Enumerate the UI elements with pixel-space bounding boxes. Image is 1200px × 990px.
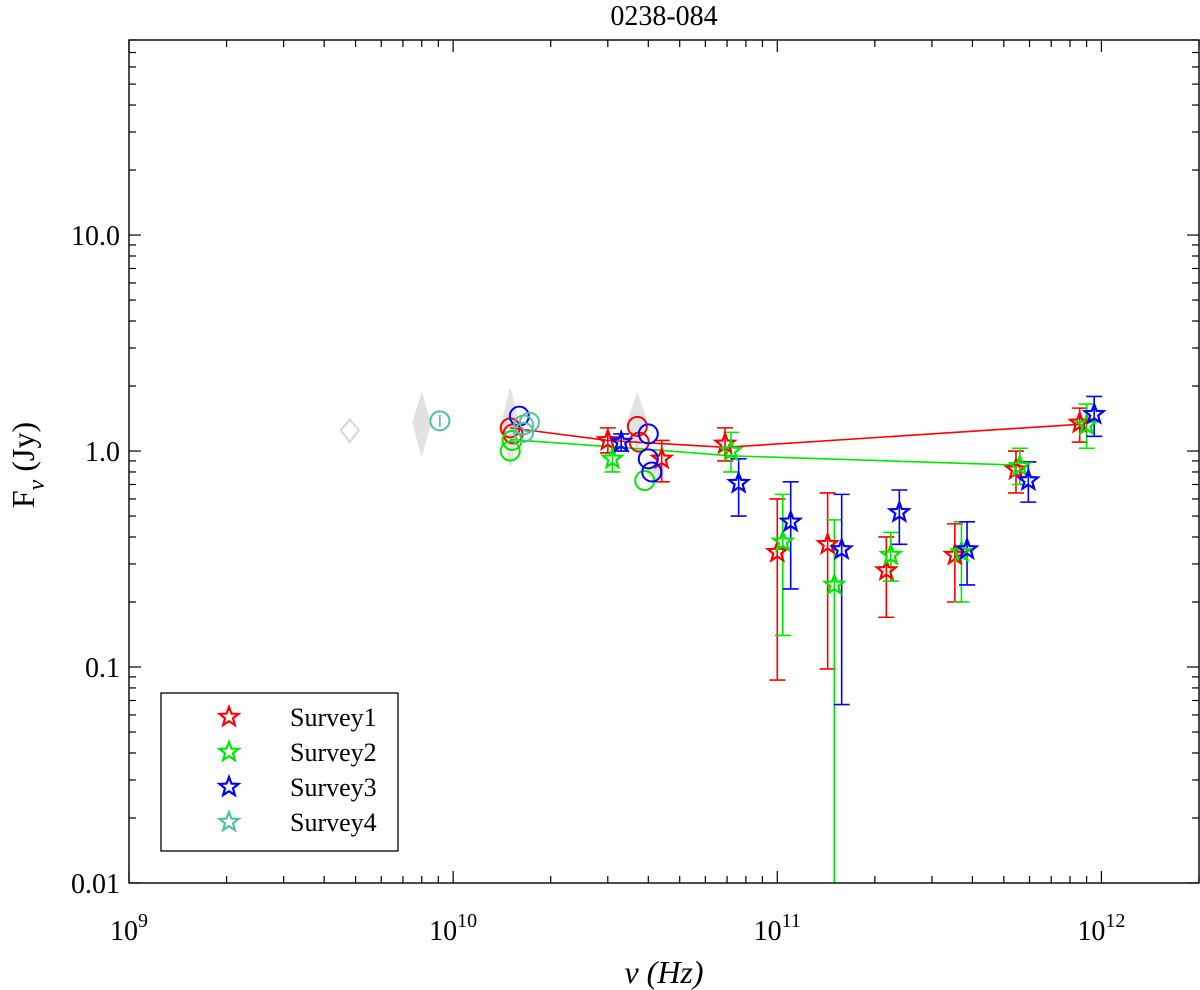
x-axis-label: ν (Hz) xyxy=(624,954,703,990)
star-marker-survey2 xyxy=(821,571,847,596)
x-tick-exponent: 10 xyxy=(457,910,477,932)
circle-marker-survey3 xyxy=(641,461,663,483)
star-marker-survey3 xyxy=(778,508,804,533)
x-tick-exponent: 11 xyxy=(782,910,801,932)
circle-marker-survey3 xyxy=(637,448,659,470)
star-marker-survey1 xyxy=(873,557,899,582)
y-axis-label: Fν (Jy) xyxy=(5,422,50,508)
star-marker-survey2 xyxy=(599,445,625,470)
y-tick-label: 0.01 xyxy=(71,869,120,900)
legend-label: Survey4 xyxy=(290,808,377,837)
circle-marker-survey2 xyxy=(499,440,521,462)
legend-label: Survey1 xyxy=(290,703,377,732)
x-tick-base: 10 xyxy=(1077,916,1105,947)
x-tick-base: 10 xyxy=(754,916,782,947)
legend-star-survey1 xyxy=(216,703,242,728)
x-tick-label: 1010 xyxy=(429,910,477,947)
star-marker-survey1 xyxy=(815,531,841,555)
y-tick-label: 1.0 xyxy=(85,437,120,468)
star-marker-survey2 xyxy=(1007,453,1033,477)
y-axis-label-units: (Jy) xyxy=(5,422,41,472)
error-bar xyxy=(833,493,850,706)
star-marker-survey2 xyxy=(1074,411,1100,436)
star-marker-survey3 xyxy=(954,536,980,561)
x-tick-label: 1011 xyxy=(754,910,801,947)
x-tick-label: 1012 xyxy=(1077,910,1125,947)
star-marker-survey1 xyxy=(764,539,790,563)
x-tick-exponent: 12 xyxy=(1105,910,1125,932)
series-line-survey2 xyxy=(510,438,1020,466)
y-axis-label-main: F xyxy=(5,490,41,508)
star-marker-survey3 xyxy=(608,428,634,453)
legend-star-survey2 xyxy=(216,738,242,763)
y-tick-label: 0.1 xyxy=(85,653,120,684)
circle-marker-survey4 xyxy=(518,411,540,433)
star-marker-survey1 xyxy=(649,445,675,470)
legend-star-survey3 xyxy=(216,773,242,798)
circle-marker-survey3 xyxy=(637,423,659,445)
svg-text:Fν (Jy): Fν (Jy) xyxy=(5,422,50,508)
background-point xyxy=(339,417,361,444)
legend-star-survey4 xyxy=(216,808,242,833)
x-tick-base: 10 xyxy=(429,916,457,947)
star-marker-survey3 xyxy=(829,536,855,561)
chart-title: 0238-084 xyxy=(610,1,717,32)
error-bar xyxy=(878,536,895,619)
legend-box xyxy=(160,692,399,852)
star-marker-survey2 xyxy=(770,528,796,553)
circle-marker-survey2 xyxy=(501,429,523,451)
x-tick-label: 109 xyxy=(110,910,148,947)
circle-marker-survey4 xyxy=(513,421,535,443)
star-marker-survey2 xyxy=(718,437,744,462)
error-bar xyxy=(826,519,843,883)
star-marker-survey3 xyxy=(1015,467,1041,492)
star-marker-survey3 xyxy=(1081,401,1107,425)
star-marker-survey1 xyxy=(1067,409,1093,434)
legend: Survey1 Survey2 Survey3 Survey4 xyxy=(160,692,399,852)
star-marker-survey1 xyxy=(595,427,621,452)
star-marker-survey3 xyxy=(886,499,912,524)
star-marker-survey2 xyxy=(878,541,904,566)
error-bar xyxy=(782,481,799,590)
circle-marker-survey1 xyxy=(626,415,648,437)
x-tick-base: 10 xyxy=(110,916,138,947)
legend-label: Survey3 xyxy=(290,773,377,802)
y-axis-label-sub: ν xyxy=(24,479,50,490)
x-tick-exponent: 9 xyxy=(138,910,148,932)
star-marker-survey3 xyxy=(726,470,752,494)
legend-label: Survey2 xyxy=(290,738,377,767)
y-tick-label: 10.0 xyxy=(71,221,120,252)
series-line-survey1 xyxy=(510,423,1080,449)
background-point xyxy=(412,391,432,458)
circle-marker-survey4 xyxy=(429,410,451,432)
